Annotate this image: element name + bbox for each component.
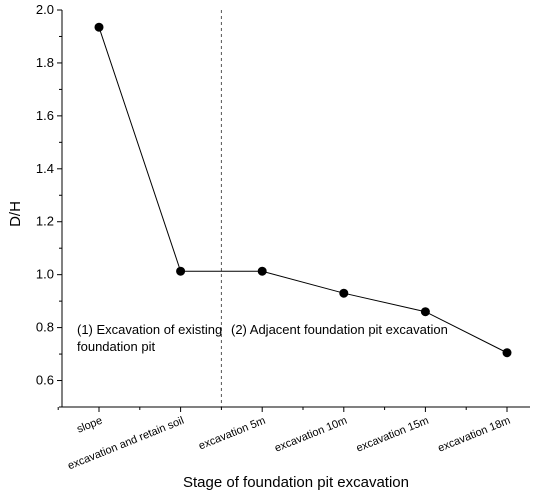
y-tick-label: 0.6 [36,373,54,388]
data-point [257,266,267,276]
x-axis-title: Stage of foundation pit excavation [183,474,409,491]
x-tick-label: excavation 5m [197,415,267,453]
y-tick-label: 2.0 [36,2,54,17]
y-tick-label: 0.8 [36,320,54,335]
x-tick-label: excavation 18m [436,415,512,455]
x-tick-label: excavation 10m [273,415,349,455]
data-point [502,348,512,358]
y-axis-ticks: 0.6 0.8 1.0 1.2 1.4 1.6 1.8 2.0 [36,2,62,408]
annotation-text: (1) Excavation of existing [77,322,222,337]
series-line [98,27,508,354]
data-point [176,266,186,276]
annotation-text: (2) Adjacent foundation pit excavation [231,322,448,337]
y-tick-label: 1.0 [36,267,54,282]
annotation-text: foundation pit [77,339,155,354]
x-tick-label: excavation 15m [355,415,431,455]
y-tick-label: 1.8 [36,55,54,70]
data-point [94,22,104,32]
data-points [94,22,512,358]
y-tick-label: 1.4 [36,161,54,176]
data-point [420,307,430,317]
y-tick-label: 1.2 [36,214,54,229]
annotations: (1) Excavation of existing foundation pit… [77,322,448,354]
x-tick-label: slope [75,415,104,436]
y-tick-label: 1.6 [36,108,54,123]
y-axis-title: D/H [7,201,24,227]
data-point [339,288,349,298]
